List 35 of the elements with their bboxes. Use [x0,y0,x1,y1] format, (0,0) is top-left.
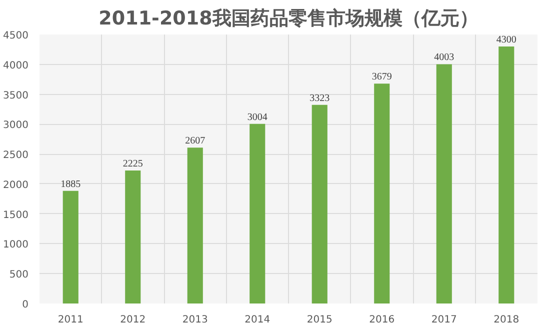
bar [374,84,390,304]
data-label: 4300 [496,34,516,46]
y-tick-label: 4500 [3,30,29,42]
data-label: 3679 [372,72,392,83]
x-tick-label: 2011 [58,314,84,325]
x-tick-label: 2014 [244,314,270,325]
bar [498,46,514,304]
data-label: 4003 [434,52,454,64]
x-tick-label: 2015 [306,314,332,325]
data-label: 1885 [60,178,81,190]
bar [250,124,266,304]
y-tick-label: 3000 [3,120,29,132]
bar [62,190,78,304]
y-tick-label: 500 [9,270,29,281]
chart-title: 2011-2018我国药品零售市场规模（亿元） [98,8,478,30]
data-label: 3323 [310,92,330,104]
y-tick-label: 0 [22,300,29,310]
y-tick-label: 1500 [3,210,29,221]
data-label: 2225 [122,158,143,170]
x-tick-label: 2012 [120,314,146,325]
data-label: 2607 [185,136,206,147]
y-tick-label: 2500 [3,150,29,162]
y-tick-label: 3500 [3,90,29,102]
bar [436,64,452,304]
x-tick-label: 2017 [431,314,457,325]
y-tick-label: 2000 [3,180,29,191]
bar [312,104,328,304]
x-tick-label: 2016 [369,314,395,325]
bar [187,148,203,304]
x-tick-label: 2013 [182,314,208,325]
y-tick-label: 1000 [3,240,29,251]
x-tick-label: 2018 [494,314,520,325]
bar [125,170,141,304]
y-tick-label: 4000 [3,60,29,72]
data-label: 3004 [247,112,268,123]
